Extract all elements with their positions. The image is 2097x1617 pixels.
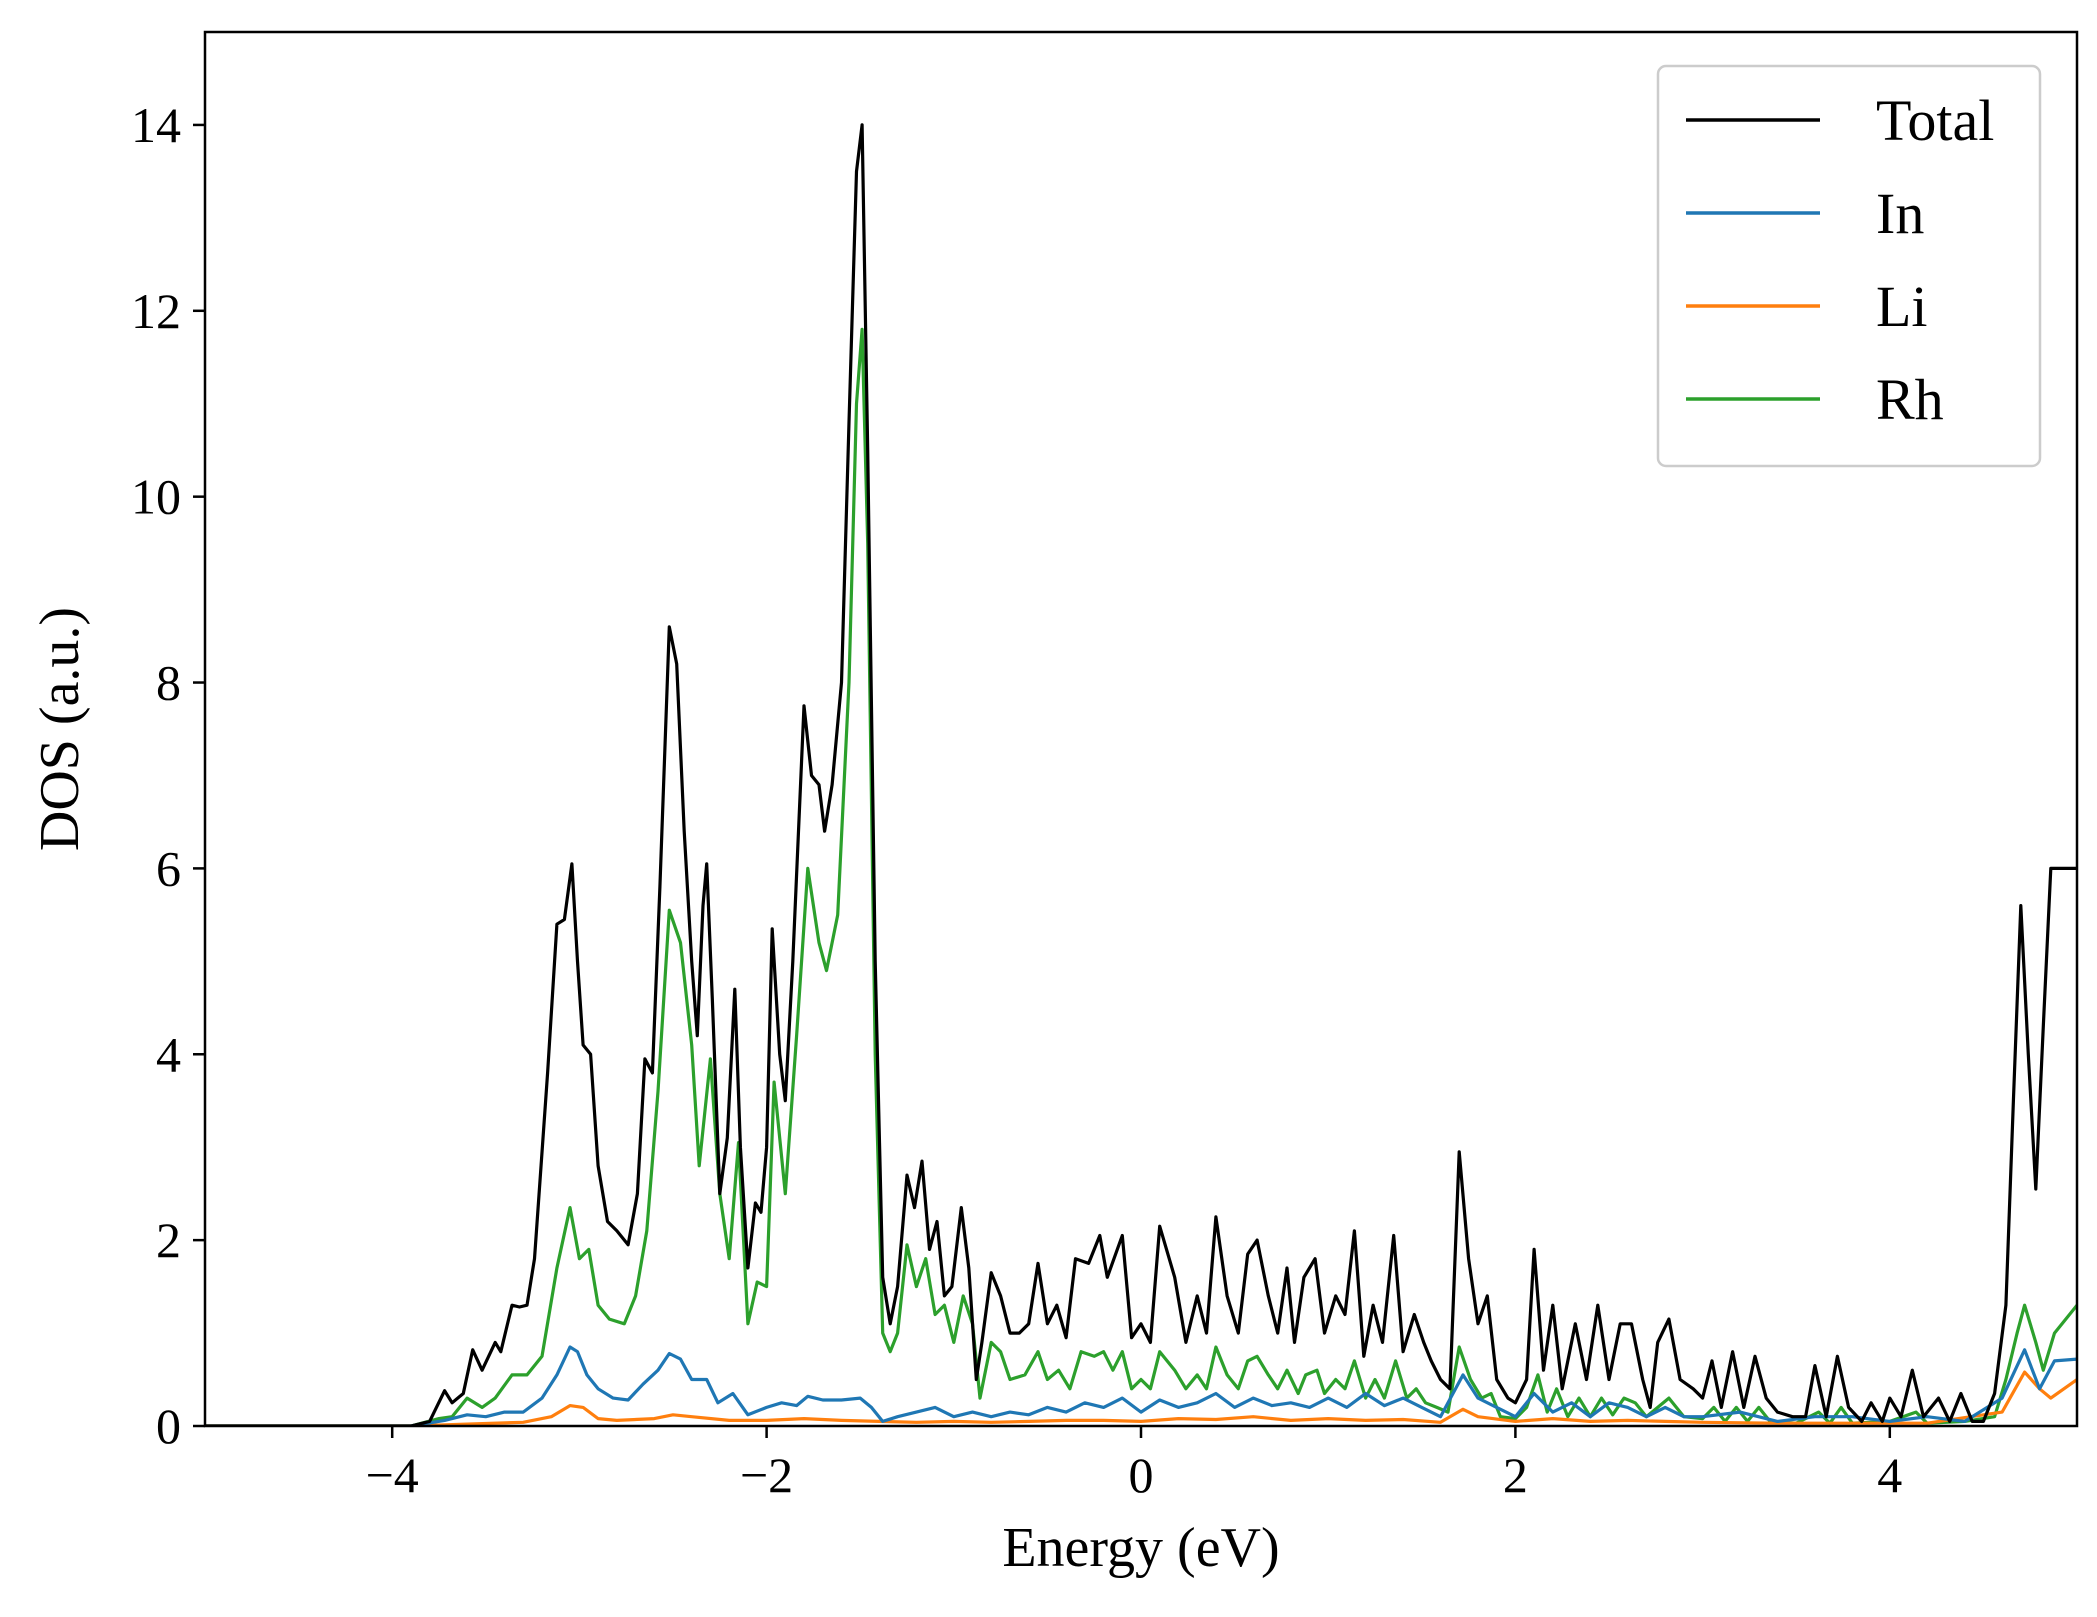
x-tick-label: 4 xyxy=(1877,1447,1902,1503)
y-tick-label: 4 xyxy=(156,1026,181,1082)
x-tick-label: 0 xyxy=(1129,1447,1154,1503)
x-axis-label: Energy (eV) xyxy=(1002,1517,1279,1579)
x-tick-label: −2 xyxy=(740,1447,793,1503)
series-layer xyxy=(205,123,2077,1426)
y-tick-label: 2 xyxy=(156,1212,181,1268)
legend-label-rh: Rh xyxy=(1876,367,1944,432)
x-tick-label: −4 xyxy=(366,1447,419,1503)
legend-label-in: In xyxy=(1876,181,1924,246)
y-tick-label: 6 xyxy=(156,840,181,896)
legend-box xyxy=(1656,64,2042,468)
y-tick-label: 0 xyxy=(156,1398,181,1454)
legend-label-li: Li xyxy=(1876,274,1928,339)
series-line-in xyxy=(205,1345,2077,1426)
series-line-rh xyxy=(205,327,2077,1426)
legend-label-total: Total xyxy=(1876,88,1994,153)
y-tick-label: 8 xyxy=(156,655,181,711)
x-tick-label: 2 xyxy=(1503,1447,1528,1503)
y-tick-label: 10 xyxy=(131,469,181,525)
series-line-total xyxy=(205,123,2077,1426)
y-tick-label: 14 xyxy=(131,97,181,153)
ticks-layer: −4 −2 0 2 4 0 2 4 6 8 10 12 14 xyxy=(131,97,1902,1503)
legend: Total In Li Rh xyxy=(1656,64,2042,468)
series-line-li xyxy=(205,1370,2077,1426)
y-axis-label: DOS (a.u.) xyxy=(29,607,91,851)
y-tick-label: 12 xyxy=(131,283,181,339)
